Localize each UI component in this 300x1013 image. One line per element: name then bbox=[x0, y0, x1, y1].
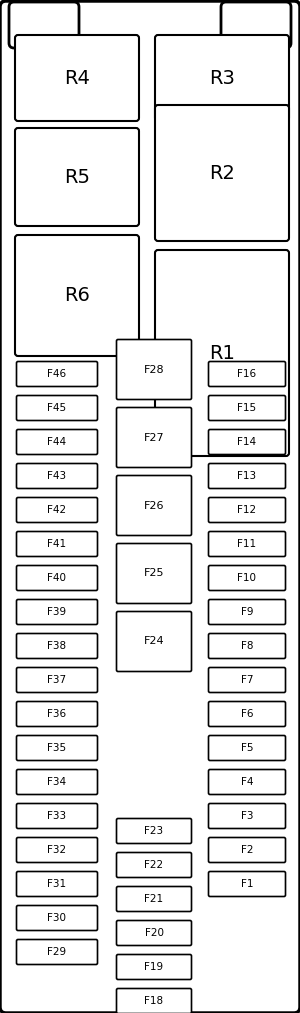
FancyBboxPatch shape bbox=[16, 906, 98, 931]
Text: F14: F14 bbox=[237, 437, 256, 447]
FancyBboxPatch shape bbox=[16, 770, 98, 794]
FancyBboxPatch shape bbox=[16, 600, 98, 624]
FancyBboxPatch shape bbox=[16, 395, 98, 420]
FancyBboxPatch shape bbox=[16, 803, 98, 829]
Text: F23: F23 bbox=[144, 826, 164, 836]
FancyBboxPatch shape bbox=[16, 532, 98, 556]
Text: F43: F43 bbox=[47, 471, 67, 481]
Text: R1: R1 bbox=[209, 343, 235, 363]
FancyBboxPatch shape bbox=[16, 838, 98, 862]
Text: R2: R2 bbox=[209, 163, 235, 182]
FancyBboxPatch shape bbox=[16, 464, 98, 488]
FancyBboxPatch shape bbox=[116, 475, 191, 536]
Text: F8: F8 bbox=[241, 641, 253, 651]
FancyBboxPatch shape bbox=[16, 871, 98, 897]
FancyBboxPatch shape bbox=[116, 612, 191, 672]
FancyBboxPatch shape bbox=[9, 2, 79, 48]
Text: F31: F31 bbox=[47, 879, 67, 889]
Text: F15: F15 bbox=[237, 403, 256, 413]
FancyBboxPatch shape bbox=[16, 565, 98, 591]
FancyBboxPatch shape bbox=[16, 497, 98, 523]
Text: F20: F20 bbox=[145, 928, 164, 938]
FancyBboxPatch shape bbox=[16, 701, 98, 726]
Text: F27: F27 bbox=[144, 433, 164, 443]
FancyBboxPatch shape bbox=[15, 128, 139, 226]
Text: F13: F13 bbox=[237, 471, 256, 481]
FancyBboxPatch shape bbox=[15, 235, 139, 356]
Text: F2: F2 bbox=[241, 845, 253, 855]
Text: F12: F12 bbox=[237, 505, 256, 515]
Text: F9: F9 bbox=[241, 607, 253, 617]
Text: F25: F25 bbox=[144, 568, 164, 578]
FancyBboxPatch shape bbox=[208, 668, 286, 693]
FancyBboxPatch shape bbox=[208, 838, 286, 862]
FancyBboxPatch shape bbox=[208, 464, 286, 488]
FancyBboxPatch shape bbox=[208, 770, 286, 794]
Text: F16: F16 bbox=[237, 369, 256, 379]
Text: R6: R6 bbox=[64, 286, 90, 305]
FancyBboxPatch shape bbox=[208, 701, 286, 726]
FancyBboxPatch shape bbox=[116, 886, 191, 912]
FancyBboxPatch shape bbox=[155, 105, 289, 241]
Text: R4: R4 bbox=[64, 69, 90, 87]
Text: F19: F19 bbox=[144, 962, 164, 972]
FancyBboxPatch shape bbox=[16, 362, 98, 387]
Text: F29: F29 bbox=[47, 947, 67, 957]
FancyBboxPatch shape bbox=[221, 2, 291, 48]
Text: F32: F32 bbox=[47, 845, 67, 855]
FancyBboxPatch shape bbox=[208, 395, 286, 420]
Text: F42: F42 bbox=[47, 505, 67, 515]
Text: F44: F44 bbox=[47, 437, 67, 447]
Text: R3: R3 bbox=[209, 69, 235, 87]
Text: F4: F4 bbox=[241, 777, 253, 787]
Text: F18: F18 bbox=[144, 996, 164, 1006]
FancyBboxPatch shape bbox=[116, 954, 191, 980]
FancyBboxPatch shape bbox=[16, 430, 98, 455]
Text: F34: F34 bbox=[47, 777, 67, 787]
FancyBboxPatch shape bbox=[208, 600, 286, 624]
Text: R5: R5 bbox=[64, 167, 90, 186]
Text: F1: F1 bbox=[241, 879, 253, 889]
FancyBboxPatch shape bbox=[208, 803, 286, 829]
FancyBboxPatch shape bbox=[208, 362, 286, 387]
FancyBboxPatch shape bbox=[155, 250, 289, 456]
Text: F45: F45 bbox=[47, 403, 67, 413]
FancyBboxPatch shape bbox=[16, 633, 98, 658]
FancyBboxPatch shape bbox=[208, 532, 286, 556]
Text: F24: F24 bbox=[144, 636, 164, 646]
FancyBboxPatch shape bbox=[116, 407, 191, 468]
Text: F5: F5 bbox=[241, 743, 253, 753]
Text: F39: F39 bbox=[47, 607, 67, 617]
FancyBboxPatch shape bbox=[116, 853, 191, 877]
FancyBboxPatch shape bbox=[116, 989, 191, 1013]
FancyBboxPatch shape bbox=[116, 921, 191, 945]
Text: F7: F7 bbox=[241, 675, 253, 685]
FancyBboxPatch shape bbox=[116, 819, 191, 844]
Text: F6: F6 bbox=[241, 709, 253, 719]
Text: F46: F46 bbox=[47, 369, 67, 379]
FancyBboxPatch shape bbox=[208, 497, 286, 523]
Text: F33: F33 bbox=[47, 811, 67, 821]
Text: F3: F3 bbox=[241, 811, 253, 821]
Text: F35: F35 bbox=[47, 743, 67, 753]
FancyBboxPatch shape bbox=[15, 35, 139, 121]
Text: F22: F22 bbox=[144, 860, 164, 870]
FancyBboxPatch shape bbox=[208, 565, 286, 591]
Text: F40: F40 bbox=[47, 573, 67, 583]
Text: F10: F10 bbox=[238, 573, 256, 583]
FancyBboxPatch shape bbox=[155, 35, 289, 121]
Text: F28: F28 bbox=[144, 365, 164, 375]
Text: F21: F21 bbox=[144, 894, 164, 904]
Text: F11: F11 bbox=[237, 539, 256, 549]
Text: F41: F41 bbox=[47, 539, 67, 549]
FancyBboxPatch shape bbox=[116, 339, 191, 399]
Text: F36: F36 bbox=[47, 709, 67, 719]
Text: F37: F37 bbox=[47, 675, 67, 685]
Text: F30: F30 bbox=[47, 913, 67, 923]
Text: F38: F38 bbox=[47, 641, 67, 651]
FancyBboxPatch shape bbox=[16, 735, 98, 761]
FancyBboxPatch shape bbox=[208, 633, 286, 658]
FancyBboxPatch shape bbox=[16, 668, 98, 693]
FancyBboxPatch shape bbox=[208, 735, 286, 761]
